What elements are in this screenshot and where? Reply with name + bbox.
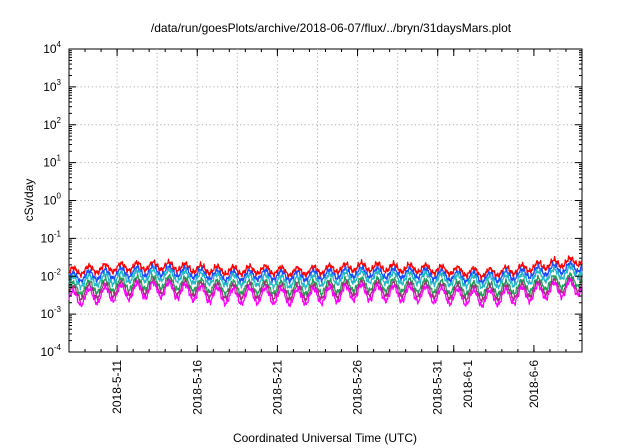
y-tick-exponent: 1 (57, 154, 62, 163)
y-tick-exponent: -2 (54, 267, 62, 276)
y-tick-base: 10 (43, 118, 57, 132)
x-tick-label: 2018-6-1 (461, 360, 475, 408)
y-tick-base: 10 (43, 156, 57, 170)
series-line-2 (68, 264, 583, 291)
y-tick-base: 10 (41, 307, 55, 321)
y-tick-label: 10-4 (41, 343, 62, 359)
y-tick-exponent: 3 (57, 78, 62, 87)
x-axis-label: Coordinated Universal Time (UTC) (233, 431, 417, 445)
y-tick-exponent: 4 (57, 40, 62, 49)
y-tick-exponent: -3 (54, 305, 62, 314)
y-axis-label: cSv/day (22, 179, 36, 222)
x-tick-label: 2018-5-11 (110, 360, 124, 414)
y-tick-base: 10 (41, 269, 55, 283)
series-layer (68, 255, 583, 309)
x-tick-label: 2018-5-26 (351, 360, 365, 415)
series-line-5 (68, 278, 583, 309)
y-tick-label: 10-1 (41, 229, 62, 245)
y-tick-label: 101 (43, 154, 61, 170)
y-tick-base: 10 (43, 42, 57, 56)
y-tick-label: 10-2 (41, 267, 62, 283)
y-tick-exponent: -4 (54, 343, 62, 352)
y-tick-label: 100 (43, 192, 61, 208)
y-tick-base: 10 (43, 194, 57, 208)
x-tick-label: 2018-5-16 (190, 360, 204, 415)
grid (69, 49, 582, 352)
y-tick-label: 102 (43, 116, 61, 132)
y-tick-label: 104 (43, 40, 61, 56)
x-axis: 2018-5-11 2018-5-16 2018-5-21 2018-5-26 2018… (68, 49, 583, 415)
y-tick-base: 10 (43, 80, 57, 94)
y-tick-exponent: 2 (57, 116, 62, 125)
y-tick-exponent: 0 (57, 192, 62, 201)
chart-title: /data/run/goesPlots/archive/2018-06-07/f… (151, 21, 512, 35)
series-line-0 (68, 255, 583, 281)
y-tick-label: 10-3 (41, 305, 62, 321)
series-line-4 (68, 275, 583, 303)
y-tick-base: 10 (41, 345, 55, 359)
x-tick-label: 2018-5-21 (270, 360, 284, 415)
y-tick-label: 103 (43, 78, 61, 94)
y-tick-exponent: -1 (54, 229, 62, 238)
y-tick-base: 10 (41, 231, 55, 245)
x-tick-label: 2018-5-31 (431, 360, 445, 415)
x-tick-label: 2018-6-6 (527, 360, 541, 408)
